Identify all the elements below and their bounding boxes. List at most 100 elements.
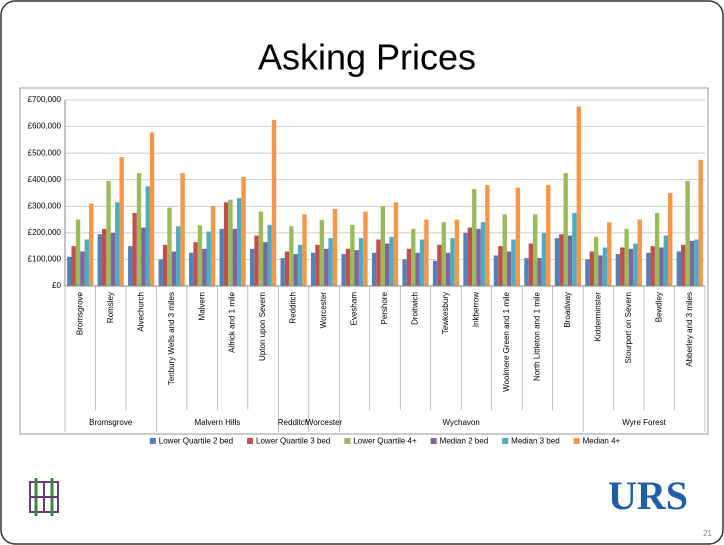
bar: [441, 222, 446, 286]
bar: [411, 228, 416, 286]
bar: [576, 106, 581, 287]
bar: [319, 220, 325, 286]
bar: [506, 251, 512, 286]
bar: [598, 255, 603, 286]
bar: [267, 224, 272, 286]
bar: [454, 219, 460, 286]
bar: [628, 248, 634, 286]
x-tick-label: Evesham: [350, 292, 359, 326]
bar: [119, 157, 124, 286]
bar: [228, 199, 233, 286]
bar: [567, 235, 573, 286]
bar: [376, 239, 381, 286]
group-label: Malvern Hills: [194, 418, 240, 427]
bar: [541, 232, 547, 286]
x-tick-label: Tewkesbury: [441, 292, 450, 334]
bar: [546, 185, 551, 286]
bar: [485, 185, 490, 286]
bar: [176, 226, 181, 286]
bar: [676, 251, 682, 286]
bar: [637, 219, 642, 286]
slide-title: Asking Prices: [258, 37, 476, 78]
y-tick-label: £300,000: [28, 201, 62, 210]
bar: [698, 159, 703, 286]
bar: [110, 232, 116, 286]
bar: [67, 256, 72, 286]
bar: [132, 212, 137, 286]
bar: [602, 247, 608, 286]
bar: [589, 251, 594, 286]
bar: [106, 181, 111, 286]
y-tick-label: £100,000: [28, 255, 62, 264]
bar: [463, 232, 468, 286]
bar: [406, 248, 412, 286]
bar: [432, 260, 438, 286]
bar: [315, 244, 320, 286]
bar: [180, 173, 185, 286]
x-tick-label: Alfrick and 1 mile: [228, 291, 237, 352]
bar: [249, 248, 255, 286]
x-tick-label: North Littleton and 1 mile: [532, 291, 541, 380]
bar: [158, 259, 163, 286]
bar: [75, 219, 81, 286]
bar: [380, 206, 385, 286]
legend-swatch: [430, 438, 437, 444]
x-tick-label: Malvern: [197, 292, 206, 320]
bar: [493, 255, 499, 286]
group-label: Wychavon: [443, 418, 480, 427]
bar: [572, 212, 577, 286]
x-tick-label: Alvechurch: [136, 292, 145, 332]
legend-swatch: [344, 438, 351, 444]
bar: [450, 238, 455, 286]
bar: [84, 239, 89, 286]
y-tick-label: £700,000: [28, 95, 62, 104]
x-tick-label: Inkberrow: [472, 292, 481, 327]
bar: [554, 238, 560, 286]
legend-swatch: [149, 438, 156, 444]
legend-label: Lower Quartile 2 bed: [159, 437, 233, 446]
legend-swatch: [247, 438, 254, 444]
bar: [467, 227, 473, 286]
bar: [149, 132, 155, 286]
bar: [615, 254, 621, 286]
bar: [663, 235, 669, 286]
bar: [363, 211, 368, 286]
bar: [101, 228, 107, 286]
bar: [393, 202, 399, 286]
bar: [419, 239, 425, 286]
bar: [162, 244, 168, 286]
y-tick-label: £200,000: [28, 228, 62, 237]
x-tick-label: Broadway: [563, 292, 572, 328]
bar: [293, 254, 298, 286]
hdh-logo: [29, 478, 59, 516]
bar: [80, 251, 85, 286]
bar: [88, 203, 94, 286]
legend-label: Median 4+: [583, 437, 621, 446]
bar: [197, 225, 203, 286]
bar: [136, 173, 142, 286]
bar: [533, 214, 538, 286]
bar: [437, 244, 442, 286]
bar: [445, 252, 451, 286]
x-tick-label: Romsley: [106, 292, 115, 323]
bar: [289, 226, 294, 286]
bar: [202, 248, 207, 286]
bar: [141, 227, 146, 286]
bar: [472, 189, 477, 286]
bar: [345, 248, 351, 286]
group-label: Redditch: [278, 418, 310, 427]
bar: [402, 259, 407, 286]
group-label: Bromsgrove: [89, 418, 133, 427]
bar: [232, 228, 237, 286]
bar: [685, 181, 690, 286]
x-tick-label: Redditch: [289, 292, 298, 324]
bar: [607, 222, 612, 286]
bar: [128, 246, 133, 286]
bar: [302, 214, 307, 286]
bar: [646, 252, 651, 286]
x-tick-label: Worcester: [319, 292, 328, 329]
legend-label: Median 3 bed: [511, 437, 559, 446]
page-number: 21: [703, 529, 712, 538]
group-label: Wyre Forest: [622, 418, 666, 427]
